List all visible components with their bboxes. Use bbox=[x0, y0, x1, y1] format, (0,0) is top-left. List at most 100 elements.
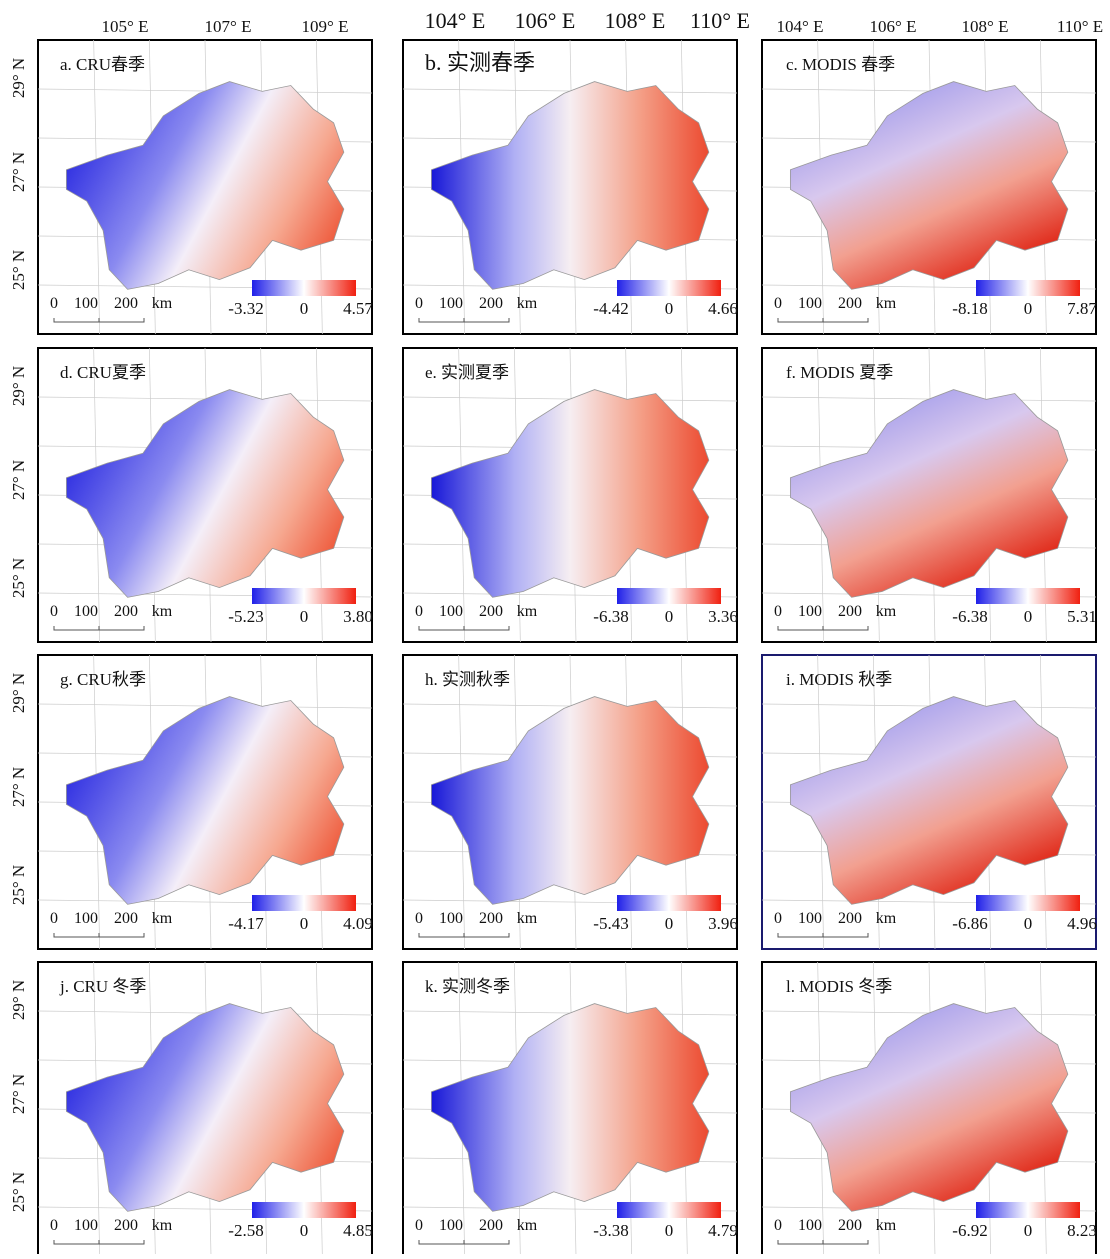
colorbar-label: -3.38 bbox=[593, 1221, 628, 1240]
longitude-label: 108° E bbox=[605, 8, 666, 33]
scale-label: km bbox=[152, 1217, 173, 1234]
map-panel: g. CRU秋季 0 100 200 km -4.17 0 4.09 bbox=[37, 654, 373, 950]
scale-label: 100 bbox=[74, 603, 98, 620]
longitude-label: 104° E bbox=[777, 17, 824, 36]
latitude-label: 25° N bbox=[9, 865, 28, 905]
colorbar-label: -8.18 bbox=[952, 299, 987, 318]
scale-label: 200 bbox=[838, 910, 862, 927]
scale-label: 0 bbox=[415, 603, 423, 620]
panel-title: f. MODIS 夏季 bbox=[786, 363, 893, 382]
latitude-label: 27° N bbox=[9, 460, 28, 500]
colorbar bbox=[252, 280, 356, 296]
panel-title: e. 实测夏季 bbox=[425, 363, 509, 382]
colorbar-label: 0 bbox=[300, 914, 309, 933]
colorbar bbox=[976, 1202, 1080, 1218]
scale-label: km bbox=[517, 1217, 538, 1234]
panel-title: d. CRU夏季 bbox=[60, 363, 146, 382]
colorbar-label: 3.80 bbox=[343, 607, 373, 626]
scale-bar bbox=[418, 1240, 510, 1245]
map-panel: k. 实测冬季 0 100 200 km -3.38 0 4.79 bbox=[402, 961, 738, 1257]
longitude-label: 110° E bbox=[690, 8, 750, 33]
latitude-label: 29° N bbox=[9, 366, 28, 406]
province-map bbox=[789, 1003, 1069, 1212]
province-map bbox=[789, 81, 1069, 290]
map-panel: f. MODIS 夏季 0 100 200 km -6.38 0 5.31 bbox=[761, 347, 1097, 643]
scale-label: km bbox=[876, 603, 897, 620]
scale-label: 0 bbox=[415, 1217, 423, 1234]
colorbar-label: 0 bbox=[1024, 1221, 1033, 1240]
colorbar-label: 5.31 bbox=[1067, 607, 1097, 626]
panel-title: i. MODIS 秋季 bbox=[786, 670, 892, 689]
colorbar-label: -5.23 bbox=[228, 607, 263, 626]
colorbar bbox=[252, 588, 356, 604]
scale-label: km bbox=[152, 603, 173, 620]
panel-title: a. CRU春季 bbox=[60, 55, 145, 74]
scale-label: km bbox=[876, 910, 897, 927]
province-map bbox=[430, 696, 710, 905]
scale-label: 0 bbox=[50, 295, 58, 312]
province-map bbox=[430, 1003, 710, 1212]
scale-label: 200 bbox=[114, 910, 138, 927]
scale-label: 0 bbox=[774, 603, 782, 620]
colorbar-label: 4.57 bbox=[343, 299, 373, 318]
colorbar-label: -4.17 bbox=[228, 914, 264, 933]
scale-label: 200 bbox=[479, 1217, 503, 1234]
colorbar-label: 0 bbox=[300, 607, 309, 626]
panel-title: h. 实测秋季 bbox=[425, 670, 510, 689]
colorbar-label: 3.96 bbox=[708, 914, 738, 933]
scale-label: 100 bbox=[439, 910, 463, 927]
scale-label: km bbox=[517, 910, 538, 927]
scale-label: 100 bbox=[798, 910, 822, 927]
longitude-label: 106° E bbox=[515, 8, 576, 33]
latitude-label: 25° N bbox=[9, 250, 28, 290]
panel-title: b. 实测春季 bbox=[425, 50, 535, 75]
scale-label: 100 bbox=[439, 295, 463, 312]
colorbar-label: 4.66 bbox=[708, 299, 738, 318]
scale-label: 100 bbox=[439, 603, 463, 620]
colorbar-label: 0 bbox=[1024, 914, 1033, 933]
scale-label: 200 bbox=[114, 603, 138, 620]
province-map bbox=[789, 696, 1069, 905]
colorbar-label: -5.43 bbox=[593, 914, 628, 933]
colorbar-label: 0 bbox=[1024, 607, 1033, 626]
latitude-label: 27° N bbox=[9, 767, 28, 807]
colorbar bbox=[252, 895, 356, 911]
colorbar-label: 0 bbox=[665, 607, 674, 626]
scale-label: km bbox=[152, 295, 173, 312]
scale-bar bbox=[53, 933, 145, 938]
panel-title: l. MODIS 冬季 bbox=[786, 977, 892, 996]
map-panel: e. 实测夏季 0 100 200 km -6.38 0 3.36 bbox=[402, 347, 738, 643]
scale-bar bbox=[418, 318, 510, 323]
longitude-label: 108° E bbox=[962, 17, 1009, 36]
latitude-label: 27° N bbox=[9, 1074, 28, 1114]
scale-bar bbox=[418, 626, 510, 631]
colorbar bbox=[617, 1202, 721, 1218]
colorbar bbox=[617, 588, 721, 604]
longitude-label: 105° E bbox=[102, 17, 149, 36]
map-panel: l. MODIS 冬季 0 100 200 km -6.92 0 8.23 bbox=[761, 961, 1097, 1257]
scale-label: 200 bbox=[114, 1217, 138, 1234]
map-panel: h. 实测秋季 0 100 200 km -5.43 0 3.96 bbox=[402, 654, 738, 950]
scale-label: 0 bbox=[415, 295, 423, 312]
scale-label: 100 bbox=[439, 1217, 463, 1234]
scale-bar bbox=[777, 318, 869, 323]
scale-label: 0 bbox=[50, 603, 58, 620]
scale-label: km bbox=[152, 910, 173, 927]
scale-label: 100 bbox=[798, 295, 822, 312]
colorbar-label: 0 bbox=[665, 299, 674, 318]
latitude-label: 29° N bbox=[9, 58, 28, 98]
scale-label: 0 bbox=[774, 910, 782, 927]
colorbar-label: -2.58 bbox=[228, 1221, 263, 1240]
colorbar-label: 0 bbox=[1024, 299, 1033, 318]
scale-bar bbox=[53, 626, 145, 631]
map-panel: i. MODIS 秋季 0 100 200 km -6.86 0 4.96 bbox=[761, 654, 1097, 950]
province-map bbox=[65, 696, 345, 905]
colorbar bbox=[976, 280, 1080, 296]
scale-bar bbox=[53, 318, 145, 323]
panel-title: k. 实测冬季 bbox=[425, 977, 510, 996]
panel-title: g. CRU秋季 bbox=[60, 670, 146, 689]
scale-bar bbox=[777, 626, 869, 631]
scale-label: 0 bbox=[415, 910, 423, 927]
province-map bbox=[65, 1003, 345, 1212]
